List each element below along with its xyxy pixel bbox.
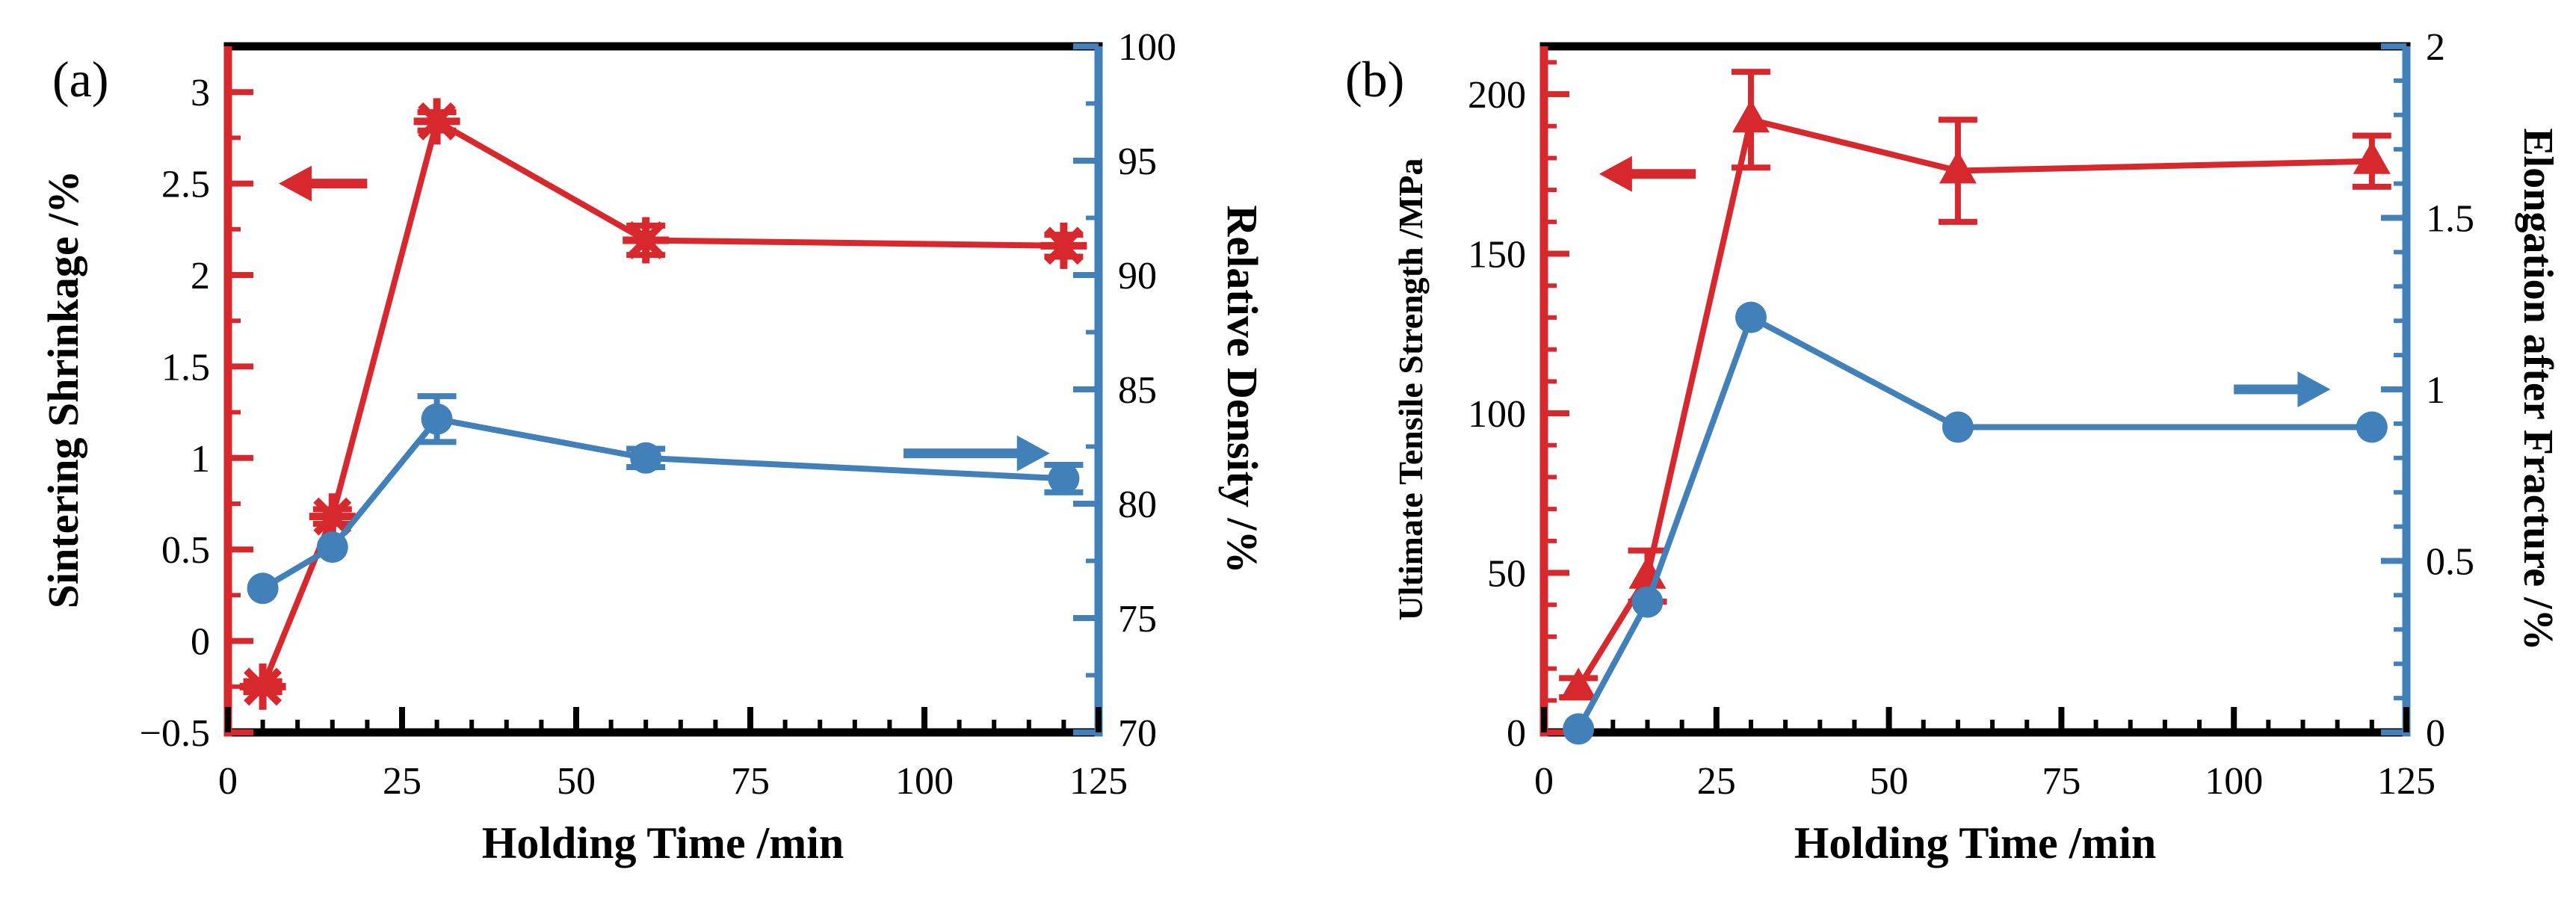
x-tick-label: 125 xyxy=(1069,760,1128,803)
circle-marker xyxy=(2356,411,2388,443)
circle-marker xyxy=(1735,301,1767,333)
x-tick-label: 125 xyxy=(2377,760,2436,803)
left-tick-label: 200 xyxy=(1468,74,1526,117)
panel-b: 0 50 100 150 200 0 0.5 1 1.5 2 0 25 50 75 100 125 xyxy=(1468,26,2474,803)
ticks xyxy=(1541,43,2409,735)
left-arrow-icon xyxy=(1599,155,1696,192)
series-line xyxy=(1575,116,2372,690)
panel-b-x-axis-title: Holding Time /min xyxy=(1794,818,2157,868)
panel-b-label: (b) xyxy=(1345,51,1405,108)
circle-marker xyxy=(421,403,453,435)
triangle-marker xyxy=(1732,99,1770,133)
x-tick-label: 50 xyxy=(1870,760,1909,803)
tick-labels: 0 50 100 150 200 0 0.5 1 1.5 2 0 25 50 75 100 125 xyxy=(1468,26,2474,803)
x-tick-label: 75 xyxy=(731,760,770,803)
star-marker xyxy=(413,98,460,145)
right-tick-label: 90 xyxy=(1118,255,1157,297)
left-tick-label: 0.5 xyxy=(161,529,210,572)
circle-marker xyxy=(1048,463,1080,495)
series-relative-density xyxy=(247,393,1084,605)
triangle-marker xyxy=(2353,141,2391,174)
x-tick-label: 50 xyxy=(557,760,596,803)
left-tick-label: −0.5 xyxy=(140,712,210,755)
right-tick-label: 80 xyxy=(1118,484,1157,526)
triangle-marker xyxy=(1560,667,1598,701)
series-line xyxy=(261,416,1064,591)
left-tick-label: 100 xyxy=(1468,393,1526,436)
panel-a-x-axis-title: Holding Time /min xyxy=(481,818,844,868)
right-tick-label: 85 xyxy=(1118,369,1157,412)
right-tick-label: 100 xyxy=(1118,26,1176,69)
circle-marker xyxy=(1563,713,1595,745)
panel-b-left-axis-title: Ultimate Tensile Strength /MPa xyxy=(1392,158,1430,621)
right-tick-label: 75 xyxy=(1118,598,1157,640)
ticks xyxy=(225,43,1102,735)
x-tick-label: 25 xyxy=(383,760,421,803)
circle-marker xyxy=(1631,586,1664,618)
x-tick-label: 75 xyxy=(2042,760,2081,803)
series-sintering-shrinkage xyxy=(239,98,1087,710)
right-tick-label: 1.5 xyxy=(2426,198,2474,241)
circle-marker xyxy=(316,531,348,564)
left-tick-label: 0 xyxy=(191,621,210,664)
triangle-marker xyxy=(1939,150,1977,184)
left-arrow-icon xyxy=(279,165,368,202)
left-tick-label: 1.5 xyxy=(161,346,210,389)
circle-marker xyxy=(1942,411,1974,443)
x-tick-label: 0 xyxy=(218,760,238,803)
panel-a-right-axis-title: Relative Density /% xyxy=(1218,205,1267,574)
left-tick-label: 2.5 xyxy=(161,164,210,206)
series-ultimate-tensile-strength xyxy=(1559,69,2391,701)
series-elongation-after-fracture xyxy=(1563,301,2388,745)
left-tick-label: 2 xyxy=(191,255,210,297)
x-tick-label: 25 xyxy=(1697,760,1736,803)
left-tick-label: 3 xyxy=(191,72,210,114)
right-tick-label: 0 xyxy=(2426,712,2445,755)
star-marker xyxy=(239,663,286,710)
right-arrow-icon xyxy=(904,435,1050,472)
circle-marker xyxy=(247,572,279,605)
x-tick-label: 100 xyxy=(2205,760,2263,803)
right-tick-label: 95 xyxy=(1118,141,1157,183)
right-tick-label: 0.5 xyxy=(2426,541,2474,584)
star-marker xyxy=(1040,222,1087,269)
right-arrow-icon xyxy=(2234,371,2331,407)
panel-a-label: (a) xyxy=(52,51,109,108)
left-tick-label: 1 xyxy=(191,438,210,481)
circle-marker xyxy=(630,442,662,474)
right-tick-label: 1 xyxy=(2426,369,2445,412)
x-tick-label: 0 xyxy=(1534,760,1554,803)
left-tick-label: 50 xyxy=(1487,553,1526,596)
series-line xyxy=(259,117,1064,688)
left-tick-label: 150 xyxy=(1468,234,1526,277)
right-tick-label: 2 xyxy=(2426,26,2445,69)
right-tick-label: 70 xyxy=(1118,712,1157,755)
star-marker xyxy=(623,217,670,264)
panel-a-left-axis-title: Sintering Shrinkage /% xyxy=(39,170,87,609)
left-tick-label: 0 xyxy=(1507,712,1526,755)
x-tick-label: 100 xyxy=(895,760,954,803)
series-line xyxy=(1575,312,2372,731)
panel-b-right-axis-title: Elongation after Fracture /% xyxy=(2515,128,2561,651)
